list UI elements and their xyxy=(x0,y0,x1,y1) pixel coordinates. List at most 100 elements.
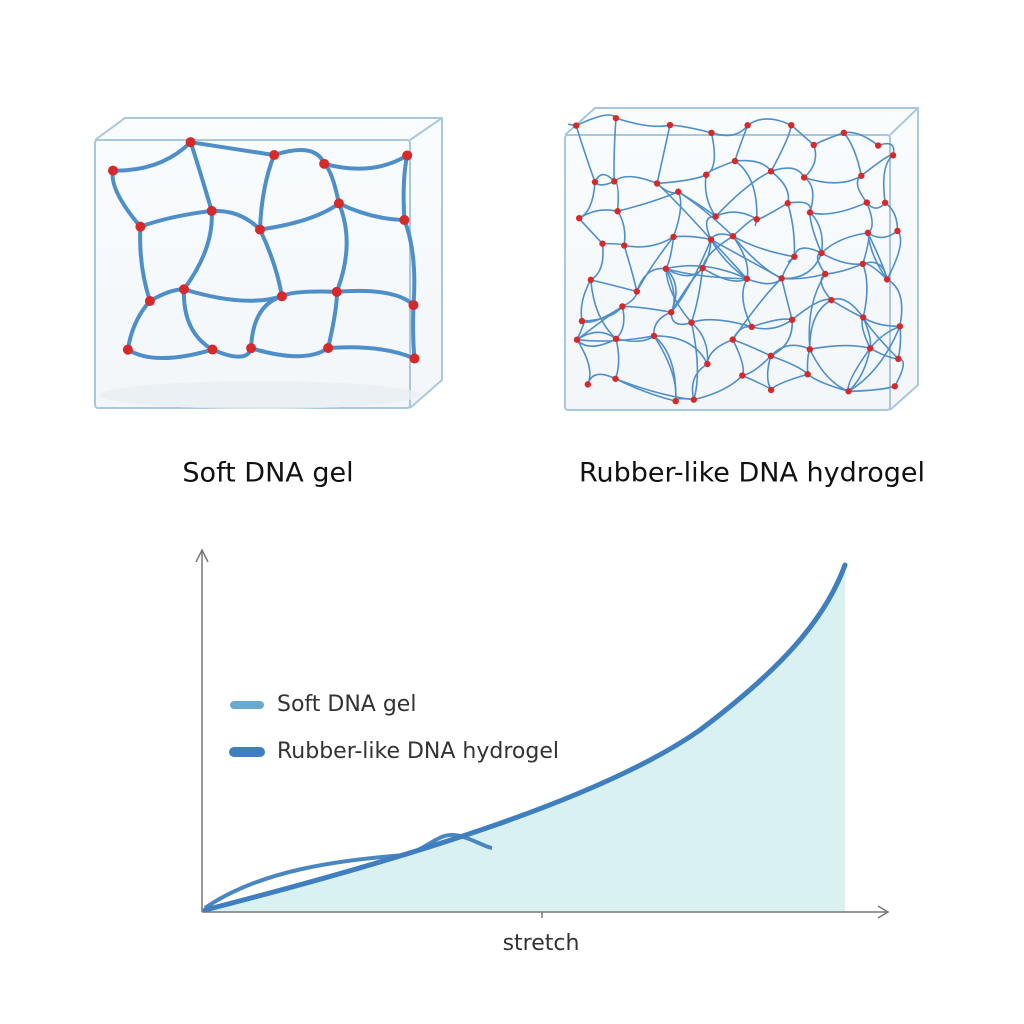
crosslink xyxy=(611,178,618,185)
strand xyxy=(326,345,417,361)
strand xyxy=(188,140,277,158)
crosslink xyxy=(729,336,736,343)
crosslink xyxy=(806,346,814,353)
crosslink xyxy=(573,122,580,129)
strand xyxy=(656,182,712,241)
crosslink xyxy=(399,214,410,225)
crosslink xyxy=(633,288,641,295)
strand xyxy=(690,321,699,401)
crosslink xyxy=(704,360,711,368)
strand xyxy=(867,232,888,281)
crosslink xyxy=(896,323,904,330)
strand xyxy=(780,252,823,280)
strand xyxy=(750,319,793,330)
crosslink xyxy=(881,199,889,206)
crosslink xyxy=(614,208,621,215)
crosslink xyxy=(578,317,586,325)
strand xyxy=(249,346,331,359)
strand xyxy=(710,238,748,280)
strand xyxy=(575,124,596,183)
legend-entry: Soft DNA gel xyxy=(277,692,416,717)
crosslink xyxy=(599,240,606,247)
strand xyxy=(653,335,677,402)
rubber-gel-curve xyxy=(202,562,848,913)
crosslink xyxy=(584,381,591,388)
crosslink xyxy=(791,253,798,260)
crosslink xyxy=(822,270,829,278)
crosslink xyxy=(619,303,626,310)
crosslink xyxy=(575,214,583,222)
crosslink xyxy=(731,157,739,165)
strand xyxy=(653,335,709,365)
strand xyxy=(677,190,734,238)
strand xyxy=(714,170,772,218)
crosslink xyxy=(784,200,791,207)
strand xyxy=(714,211,758,221)
crosslink xyxy=(108,165,119,176)
strand xyxy=(710,238,748,280)
crosslink xyxy=(699,264,706,272)
strand xyxy=(746,118,793,127)
strand xyxy=(809,348,850,393)
strand xyxy=(809,344,871,351)
crosslink xyxy=(333,198,344,209)
crosslink xyxy=(254,224,265,235)
soft-gel-cube xyxy=(94,117,443,409)
legend-entry: Rubber-like DNA hydrogel xyxy=(277,739,559,764)
crosslink xyxy=(621,242,628,249)
crosslink xyxy=(185,137,196,148)
crosslink xyxy=(748,323,755,331)
x-axis-label: stretch xyxy=(503,931,580,956)
strand xyxy=(847,325,901,393)
crosslink xyxy=(744,122,751,129)
strand xyxy=(181,208,214,292)
crosslink xyxy=(859,260,867,268)
strand xyxy=(809,201,868,215)
crosslink xyxy=(840,129,848,137)
crosslink xyxy=(702,171,710,178)
strand xyxy=(847,347,871,393)
strand xyxy=(138,224,152,304)
strand xyxy=(590,279,617,340)
crosslink xyxy=(863,199,870,206)
crosslink xyxy=(408,300,419,311)
crosslink xyxy=(269,150,280,161)
strand xyxy=(704,173,717,218)
crosslink xyxy=(708,129,715,137)
strand xyxy=(576,335,655,342)
crosslink xyxy=(729,233,737,240)
crosslink xyxy=(891,383,898,390)
strand xyxy=(665,267,677,314)
strand xyxy=(665,267,693,324)
crosslink xyxy=(612,335,620,343)
crosslink xyxy=(804,371,811,378)
panel-label: Soft DNA gel xyxy=(182,458,353,489)
crosslink xyxy=(858,172,865,179)
crosslink xyxy=(122,344,133,355)
strand xyxy=(691,363,709,401)
crosslink xyxy=(753,216,760,223)
crosslink xyxy=(675,188,682,195)
crosslink xyxy=(670,233,677,241)
crosslink xyxy=(591,178,599,186)
crosslink xyxy=(319,158,330,169)
crosslink xyxy=(894,227,901,235)
strand xyxy=(578,209,619,219)
strand xyxy=(580,279,592,322)
crosslink xyxy=(587,276,595,284)
strand xyxy=(336,201,407,222)
strand xyxy=(636,267,667,293)
crosslink xyxy=(767,386,775,394)
strand xyxy=(613,117,617,183)
strand xyxy=(862,261,888,281)
crosslink xyxy=(650,332,658,340)
crosslink xyxy=(788,121,795,129)
crosslink xyxy=(653,180,661,187)
strand xyxy=(334,201,349,294)
strand xyxy=(665,264,748,280)
crosslink xyxy=(402,150,413,161)
crosslink xyxy=(767,352,775,360)
crosslink xyxy=(662,265,670,272)
crosslink xyxy=(690,396,697,403)
crosslink xyxy=(806,209,814,216)
